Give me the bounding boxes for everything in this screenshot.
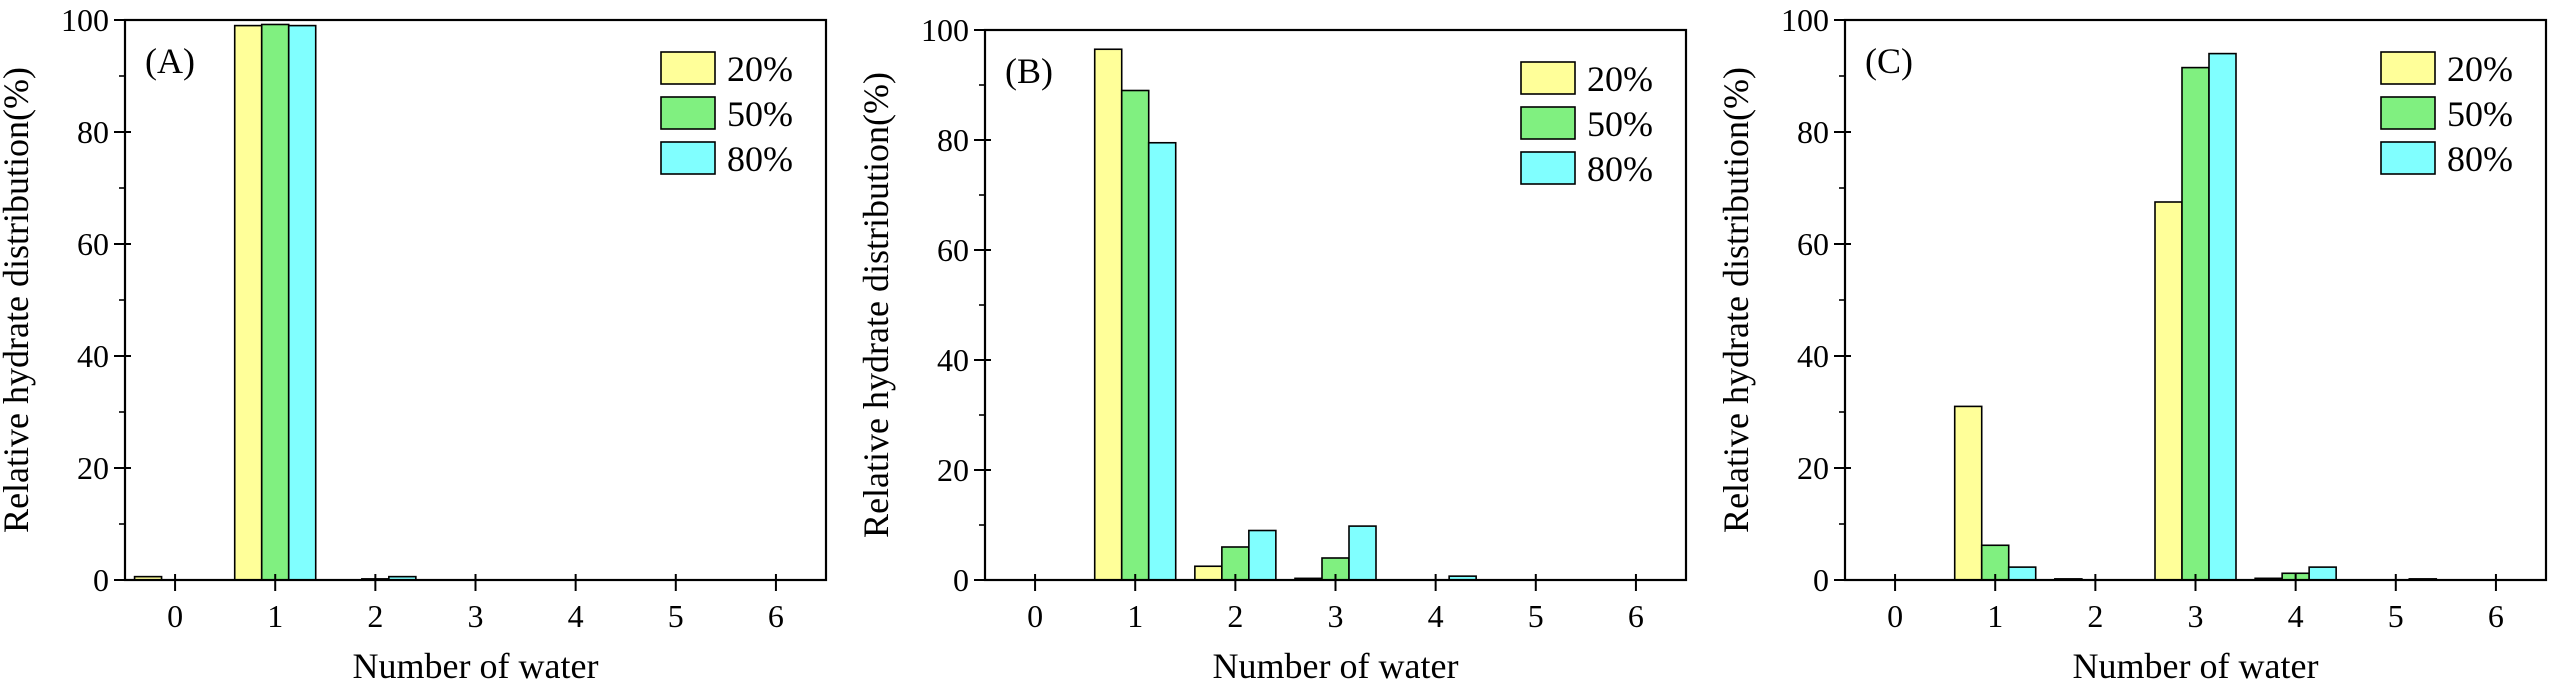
x-tick-label: 4	[568, 598, 584, 634]
y-tick-label: 0	[1813, 562, 1829, 598]
y-tick-label: 100	[61, 2, 109, 38]
x-tick-label: 3	[1328, 598, 1344, 634]
x-tick-label: 1	[267, 598, 283, 634]
y-tick-label: 60	[1797, 226, 1829, 262]
legend-swatch-a-0	[660, 51, 716, 85]
plot-frame-a	[123, 18, 828, 582]
panel-label: (B)	[1005, 51, 1053, 91]
legend-swatch-b-1	[1520, 106, 1576, 140]
x-tick-label: 0	[167, 598, 183, 634]
legend-swatch-c-1	[2380, 96, 2436, 130]
plot-frame-b	[983, 28, 1688, 582]
legend-swatch-c-2	[2380, 141, 2436, 175]
y-axis-title: Relative hydrate distribution(%)	[0, 67, 36, 533]
y-axis-title: Relative hydrate distribution(%)	[1716, 67, 1756, 533]
y-tick-label: 0	[93, 562, 109, 598]
bar-a-s0-x1	[233, 24, 263, 581]
y-tick-label: 20	[937, 452, 969, 488]
legend-swatch-b-2	[1520, 151, 1576, 185]
y-tick-label: 100	[1781, 2, 1829, 38]
y-tick-label: 40	[937, 342, 969, 378]
legend-label: 50%	[2447, 94, 2513, 134]
bar-b-s1-x1	[1120, 89, 1150, 581]
bar-b-s2-x2	[1248, 529, 1277, 581]
x-axis-title: Number of water	[2073, 646, 2319, 686]
x-axis-title: Number of water	[353, 646, 599, 686]
y-tick-label: 80	[77, 114, 109, 150]
legend-swatch-b-0	[1520, 61, 1576, 95]
bar-c-s2-x4	[2308, 566, 2337, 581]
bar-b-s0-x1	[1093, 48, 1123, 581]
y-tick-label: 80	[1797, 114, 1829, 150]
y-tick-label: 60	[937, 232, 969, 268]
x-tick-label: 1	[1127, 598, 1143, 634]
panel-label: (A)	[145, 41, 195, 81]
x-tick-label: 2	[1227, 598, 1243, 634]
legend-label: 80%	[727, 139, 793, 179]
x-tick-label: 6	[2488, 598, 2504, 634]
y-tick-label: 40	[1797, 338, 1829, 374]
bar-b-s2-x1	[1147, 141, 1177, 581]
legend-swatch-a-1	[660, 96, 716, 130]
x-tick-label: 0	[1027, 598, 1043, 634]
panel-b: 0 20 40 60 80 100 0 1 2 3 4 5 6 Number of water Relati…	[856, 12, 1688, 686]
bar-b-s0-x2	[1194, 565, 1223, 581]
legend-swatch-c-0	[2380, 51, 2436, 85]
legend-label: 20%	[1587, 59, 1653, 99]
bar-a-s1-x1	[260, 23, 290, 581]
legend-label: 50%	[1587, 104, 1653, 144]
x-tick-label: 5	[1528, 598, 1544, 634]
legend-label: 20%	[727, 49, 793, 89]
x-tick-label: 5	[668, 598, 684, 634]
y-axis-title: Relative hydrate distribution(%)	[856, 72, 896, 538]
legend-label: 80%	[1587, 149, 1653, 189]
panel-a: 0 20 40 60 80 100 0 1 2 3 4 5 6 Number of water Relati…	[0, 2, 828, 686]
y-tick-label: 20	[77, 450, 109, 486]
panel-label: (C)	[1865, 41, 1913, 81]
bar-c-s2-x1	[2007, 566, 2037, 581]
x-tick-label: 3	[2188, 598, 2204, 634]
y-tick-label: 60	[77, 226, 109, 262]
bar-c-s1-x3	[2181, 66, 2210, 581]
x-tick-label: 0	[1887, 598, 1903, 634]
y-tick-label: 40	[77, 338, 109, 374]
legend-label: 80%	[2447, 139, 2513, 179]
x-tick-label: 4	[2288, 598, 2304, 634]
x-tick-label: 6	[768, 598, 784, 634]
x-axis-title: Number of water	[1213, 646, 1459, 686]
y-tick-label: 0	[953, 562, 969, 598]
x-tick-label: 1	[1987, 598, 2003, 634]
x-tick-label: 6	[1628, 598, 1644, 634]
bar-c-s0-x1	[1953, 405, 1983, 581]
legend-label: 50%	[727, 94, 793, 134]
y-tick-label: 80	[937, 122, 969, 158]
bar-b-s2-x3	[1348, 525, 1377, 581]
x-tick-label: 2	[2087, 598, 2103, 634]
y-tick-label: 100	[921, 12, 969, 48]
x-tick-label: 3	[468, 598, 484, 634]
legend-label: 20%	[2447, 49, 2513, 89]
x-tick-label: 2	[367, 598, 383, 634]
panel-c: 0 20 40 60 80 100 0 1 2 3 4 5 6 Number of water Relati…	[1716, 2, 2548, 686]
bar-c-s2-x3	[2208, 52, 2237, 581]
legend-swatch-a-2	[660, 141, 716, 175]
bar-c-s0-x3	[2154, 201, 2183, 581]
x-tick-label: 5	[2388, 598, 2404, 634]
y-tick-label: 20	[1797, 450, 1829, 486]
x-tick-label: 4	[1428, 598, 1444, 634]
bar-a-s2-x1	[287, 24, 317, 581]
